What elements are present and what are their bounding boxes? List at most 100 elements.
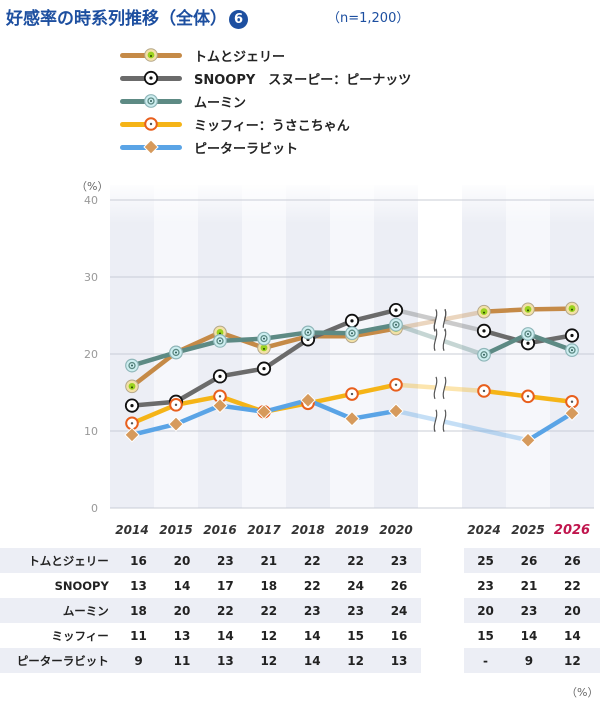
table-cell: 13	[130, 578, 147, 593]
table-cell	[420, 548, 464, 573]
data-point-moomin	[477, 347, 491, 362]
data-point-moomin	[565, 343, 579, 358]
series-line-peter	[525, 411, 575, 443]
data-point-moomin	[213, 334, 227, 348]
data-point-peter	[300, 392, 316, 408]
legend-item-peter: ピーターラビット	[120, 136, 540, 159]
legend-label: トムとジェリー	[194, 50, 286, 65]
legend-item-miffy: ミッフィー：うさこちゃん	[120, 113, 540, 136]
table-cell: 21	[520, 578, 538, 593]
table-cell	[420, 573, 464, 598]
table-cell: 12	[347, 653, 364, 668]
axis-break-mark	[433, 375, 447, 400]
data-point-tom	[565, 301, 579, 316]
data-point-snoopy	[388, 303, 404, 318]
x-tick-label: 2018	[291, 523, 324, 537]
table-row: ミッフィー 11 13 14 12 14 15 16 15 14 14	[0, 623, 600, 648]
table-cell: 16	[130, 553, 147, 568]
table-cell: 22	[347, 553, 364, 568]
row-header: ピーターラビット	[16, 653, 109, 668]
title-number-badge: 6	[229, 10, 248, 29]
table-cell: 13	[390, 653, 408, 668]
data-point-miffy	[477, 384, 491, 398]
row-header: トムとジェリー	[28, 553, 109, 568]
legend-item-tom: トムとジェリー	[120, 44, 540, 67]
table-cell: 24	[390, 603, 408, 618]
table-cell: 21	[260, 553, 278, 568]
table-cell: 9	[134, 653, 143, 668]
table-cell: 16	[390, 628, 408, 643]
data-point-peter	[388, 403, 404, 419]
data-point-peter	[344, 410, 360, 427]
table-cell: 20	[564, 603, 581, 618]
table-cell: 9	[524, 653, 534, 668]
data-point-tom	[477, 304, 491, 319]
data-point-snoopy	[476, 323, 492, 338]
table-cell: 11	[130, 628, 147, 643]
table-cell: 20	[173, 553, 191, 568]
teal-circle-icon	[144, 94, 158, 108]
data-point-snoopy	[564, 328, 580, 343]
table-cell: -	[483, 653, 489, 668]
table-cell: 13	[173, 628, 191, 643]
table-cell: 23	[217, 553, 234, 568]
table-cell: 12	[260, 628, 278, 643]
table-cell: 11	[173, 653, 191, 668]
data-point-snoopy	[344, 313, 360, 328]
table-cell	[420, 623, 464, 648]
dot-circle-icon	[143, 70, 159, 86]
data-point-moomin	[389, 317, 403, 332]
table-cell: 26	[564, 553, 581, 568]
x-tick-label: 2015	[159, 523, 192, 537]
table-cell: 23	[347, 603, 364, 618]
table-cell: 15	[477, 628, 494, 643]
line-chart: 0 10 20 30 40 2014 2015 2016 2017 2018 2019 2020 202…	[84, 185, 594, 538]
x-tick-label: 2024	[467, 523, 500, 537]
table-cell: 26	[520, 553, 538, 568]
lime-cheese-circle-icon	[144, 48, 158, 62]
legend-label: ムーミン	[194, 96, 247, 111]
axis-break-mark	[433, 408, 447, 433]
y-unit-label: （%）	[76, 180, 109, 193]
chart-title: 好感率の時系列推移（全体） 6	[6, 4, 248, 29]
table-cell	[420, 648, 464, 673]
table-cell: 22	[303, 553, 321, 568]
table-cell: 15	[347, 628, 364, 643]
table-cell: 14	[173, 578, 191, 593]
legend: トムとジェリー SNOOPY スヌーピー：ピーナッツ ムーミン ミッフィー：うさこちゃ…	[120, 44, 540, 159]
data-point-tom	[125, 379, 139, 394]
table-cell: 14	[303, 628, 321, 643]
table-cell: 14	[520, 628, 538, 643]
data-point-moomin	[169, 345, 183, 360]
table-cell: 17	[217, 578, 234, 593]
data-point-miffy	[169, 398, 183, 412]
x-tick-label: 2016	[203, 523, 236, 537]
table-cell: 20	[477, 603, 494, 618]
data-point-moomin	[521, 327, 535, 341]
y-tick-label: 20	[84, 348, 98, 361]
orange-ring-icon	[144, 117, 158, 131]
data-point-peter	[212, 397, 228, 414]
data-point-moomin	[345, 326, 359, 341]
diamond-icon	[143, 139, 159, 155]
row-header: SNOOPY	[54, 578, 109, 593]
series-break-connector-peter	[393, 408, 531, 443]
x-tick-label: 2020	[379, 523, 412, 537]
table-cell: 22	[303, 578, 321, 593]
table-pad	[594, 623, 600, 648]
legend-label: ミッフィー：うさこちゃん	[194, 119, 350, 134]
data-point-peter	[168, 416, 184, 432]
data-point-moomin	[125, 358, 139, 373]
data-point-tom	[521, 302, 535, 317]
data-point-miffy	[345, 387, 359, 401]
axis-break-mark	[433, 327, 447, 352]
data-point-snoopy	[124, 398, 140, 413]
table-cell: 22	[260, 603, 278, 618]
table-cell: 26	[390, 578, 408, 593]
table-cell: 23	[390, 553, 408, 568]
series-markers	[124, 301, 580, 448]
x-tick-label: 2017	[247, 523, 281, 537]
table-pad	[594, 598, 600, 623]
data-point-miffy	[389, 378, 403, 392]
table-unit-label: （%）	[566, 686, 599, 699]
